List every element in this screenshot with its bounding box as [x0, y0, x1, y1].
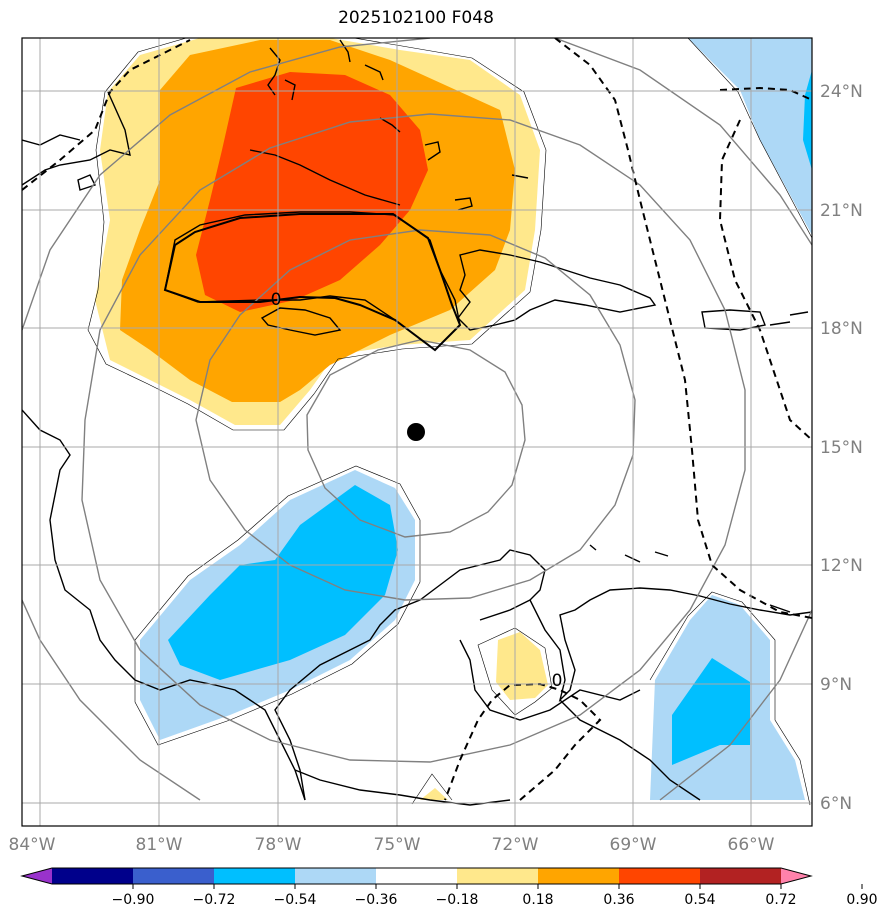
negative-region-ne-level2 [803, 70, 812, 170]
lat-label-18n: 18°N [820, 319, 863, 339]
positive-region-level3 [196, 72, 428, 312]
colorbar-tick-label: −0.54 [274, 892, 317, 908]
negative-region-level2 [168, 485, 398, 680]
lon-label-66w: 66°W [728, 835, 775, 855]
map-area: 0 0 [22, 38, 812, 826]
colorbar-extend-min [22, 868, 52, 884]
lat-label-6n: 6°N [820, 794, 852, 814]
colorbar-swatch [52, 868, 134, 884]
lon-label-72w: 72°W [492, 835, 539, 855]
positive-patch-south [496, 632, 548, 700]
colorbar-swatch [214, 868, 296, 884]
lon-label-69w: 69°W [610, 835, 657, 855]
colorbar-swatch [295, 868, 377, 884]
colorbar-swatch [619, 868, 701, 884]
contour-label-zero-north: 0 [271, 290, 282, 310]
negative-region-east-level2 [672, 658, 750, 765]
shading-outline-bottom [411, 773, 453, 805]
lon-label-78w: 78°W [255, 835, 302, 855]
positive-patch-bottom [420, 788, 448, 800]
map-frame [21, 37, 813, 827]
shading-outline-patch [477, 627, 553, 716]
colorbar-tick-label: −0.90 [112, 892, 155, 908]
lat-label-12n: 12°N [820, 556, 863, 576]
map-title: 2025102100 F048 [338, 8, 494, 28]
lon-label-75w: 75°W [374, 835, 421, 855]
colorbar-tick-label: 0.72 [765, 892, 796, 908]
storm-center-marker [407, 423, 425, 441]
colorbar-tick-label: −0.18 [436, 892, 479, 908]
lat-label-9n: 9°N [820, 675, 852, 695]
colorbar-tick-label: −0.72 [193, 892, 236, 908]
shading-outline-sw [134, 465, 421, 746]
lon-label-81w: 81°W [136, 835, 183, 855]
lon-label-84w: 84°W [9, 835, 56, 855]
colorbar-swatch [133, 868, 215, 884]
colorbar-swatch [376, 868, 458, 884]
colorbar-swatch [700, 868, 782, 884]
gridlines [22, 38, 812, 826]
contour-label-zero-south: 0 [552, 671, 563, 691]
longitude-labels: 84°W 81°W 78°W 75°W 72°W 69°W 66°W [9, 835, 775, 855]
coastlines [22, 39, 812, 806]
zero-contour-dashed [22, 38, 812, 801]
colorbar-swatch [538, 868, 620, 884]
colorbar-extend-max [781, 868, 811, 884]
latitude-labels: 24°N 21°N 18°N 15°N 12°N 9°N 6°N [820, 82, 863, 814]
lat-label-15n: 15°N [820, 438, 863, 458]
lat-label-21n: 21°N [820, 201, 863, 221]
negative-region-ne-level1 [688, 38, 812, 235]
zero-contour-solid [163, 213, 462, 352]
colorbar-tick-label: 0.18 [522, 892, 553, 908]
shading-outline-ne [687, 38, 812, 239]
shading-outline-se [649, 591, 811, 806]
colorbar-tick-label: 0.90 [846, 892, 877, 908]
colorbar-tick-label: −0.36 [355, 892, 398, 908]
colorbar-swatch [457, 868, 539, 884]
range-rings [22, 38, 812, 801]
colorbar-tick-label: 0.36 [603, 892, 634, 908]
colorbar: −0.90 −0.72 −0.54 −0.36 −0.18 0.18 0.36 0.54 0.7… [20, 867, 878, 908]
colorbar-tick-label: 0.54 [684, 892, 715, 908]
lat-label-24n: 24°N [820, 82, 863, 102]
colorbar-outline [20, 867, 813, 885]
